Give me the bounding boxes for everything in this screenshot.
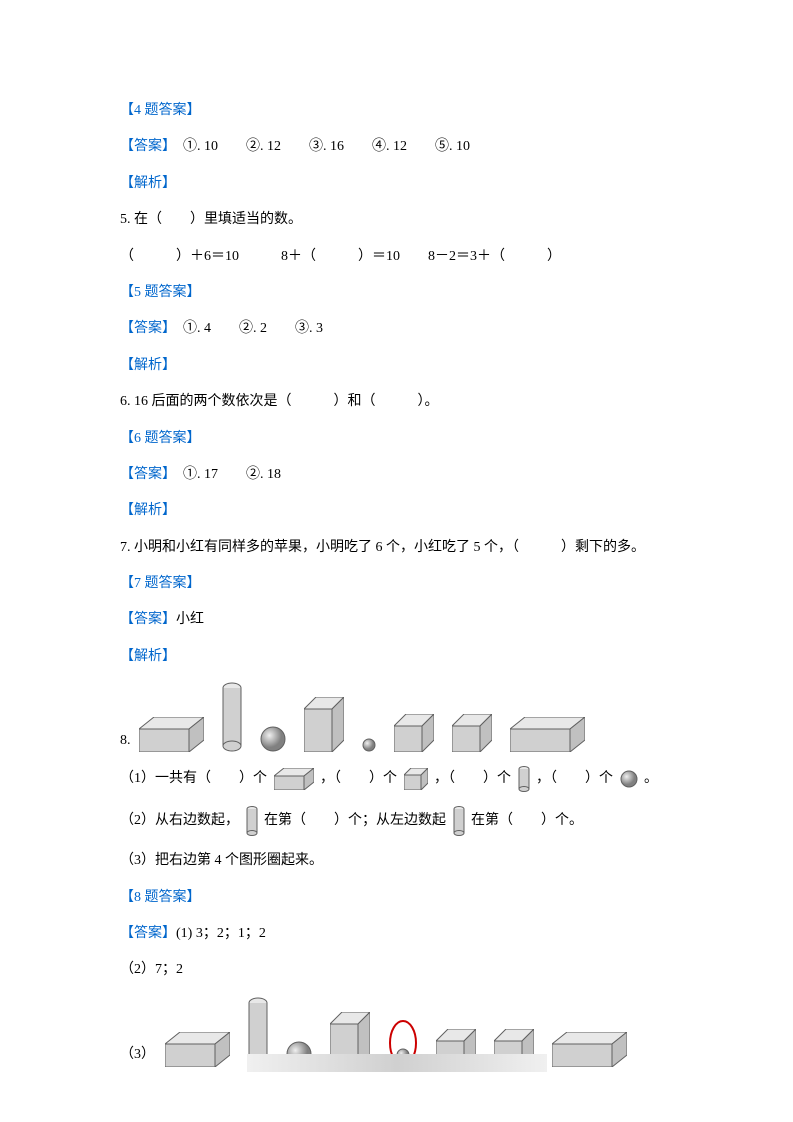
- answer-label: 【答案】: [120, 321, 169, 336]
- q5-analysis: 【解析】: [120, 355, 673, 377]
- q7-question: 7. 小明和小红有同样多的苹果，小明吃了 6 个，小红吃了 5 个，（ ）剩下的…: [120, 537, 673, 559]
- q5-header: 【5 题答案】: [120, 282, 673, 304]
- q5-answer: ①. 4 ②. 2 ③. 3: [169, 321, 323, 336]
- cylinder-icon: [222, 682, 242, 752]
- sphere-icon: [260, 726, 286, 752]
- q7-analysis: 【解析】: [120, 646, 673, 668]
- cube-icon: [452, 714, 492, 752]
- q8-sub3: （3）把右边第 4 个图形圈起来。: [120, 850, 673, 872]
- text: ，（ ）个: [320, 771, 397, 786]
- cuboid-tall-icon: [304, 697, 344, 752]
- cuboid-icon: [510, 717, 585, 752]
- cuboid-icon: [165, 1032, 230, 1067]
- cuboid-small-icon: [274, 768, 314, 790]
- q8-sub1: （1）一共有（ ）个 ，（ ）个 ，（ ）个 ，（ ）个 。: [120, 766, 673, 792]
- q6-analysis: 【解析】: [120, 500, 673, 522]
- q6-answer: ①. 17 ②. 18: [169, 467, 281, 482]
- cube-icon: [394, 714, 434, 752]
- text: 。: [644, 771, 658, 786]
- sphere-small-icon: [620, 770, 638, 788]
- q8-answer-line: 【答案】(1) 3；2；1；2: [120, 923, 673, 945]
- cuboid-icon: [552, 1032, 627, 1067]
- cylinder-small-icon: [518, 766, 530, 792]
- answer-label: 【答案】: [120, 926, 176, 941]
- answer-label: 【答案】: [120, 467, 169, 482]
- q6-question: 6. 16 后面的两个数依次是（ ）和（ ）。: [120, 391, 673, 413]
- text: 在第（ ）个；从左边数起: [264, 813, 446, 828]
- q4-answer-line: 【答案】 ①. 10 ②. 12 ③. 16 ④. 12 ⑤. 10: [120, 136, 673, 158]
- q6-answer-line: 【答案】 ①. 17 ②. 18: [120, 464, 673, 486]
- q8-prefix: 8.: [120, 730, 131, 752]
- small-sphere-icon: [362, 738, 376, 752]
- q8-shapes-line: 8.: [120, 682, 673, 752]
- cylinder-small-icon: [246, 806, 258, 836]
- q5-answer-line: 【答案】 ①. 4 ②. 2 ③. 3: [120, 318, 673, 340]
- shapes-row-1: [139, 682, 585, 752]
- q8-answer: (1) 3；2；1；2: [176, 926, 266, 941]
- footer-bar: [247, 1054, 547, 1072]
- q4-analysis: 【解析】: [120, 173, 673, 195]
- q8-header: 【8 题答案】: [120, 887, 673, 909]
- q7-header: 【7 题答案】: [120, 573, 673, 595]
- cube-small-icon: [404, 768, 428, 790]
- text: ，（ ）个: [536, 771, 613, 786]
- q7-answer-line: 【答案】小红: [120, 609, 673, 631]
- q5-equation: （ ）＋6＝10 8＋（ ）＝10 8－2＝3＋（ ）: [120, 246, 673, 268]
- q4-answer: ①. 10 ②. 12 ③. 16 ④. 12 ⑤. 10: [169, 139, 470, 154]
- text: 在第（ ）个。: [471, 813, 583, 828]
- q5-question: 5. 在（ ）里填适当的数。: [120, 209, 673, 231]
- text: （1）一共有（ ）个: [120, 771, 267, 786]
- answer-label: 【答案】: [120, 139, 169, 154]
- text: ，（ ）个: [434, 771, 511, 786]
- q8-answer2: （2）7；2: [120, 959, 673, 981]
- cuboid-icon: [139, 717, 204, 752]
- q8-sub2: （2）从右边数起， 在第（ ）个；从左边数起 在第（ ）个。: [120, 806, 673, 836]
- cylinder-small-icon: [453, 806, 465, 836]
- q7-answer: 小红: [176, 612, 204, 627]
- text: （2）从右边数起，: [120, 813, 239, 828]
- q8-answer3-prefix: （3）: [120, 1044, 155, 1066]
- q6-header: 【6 题答案】: [120, 428, 673, 450]
- q4-header: 【4 题答案】: [120, 100, 673, 122]
- answer-label: 【答案】: [120, 612, 176, 627]
